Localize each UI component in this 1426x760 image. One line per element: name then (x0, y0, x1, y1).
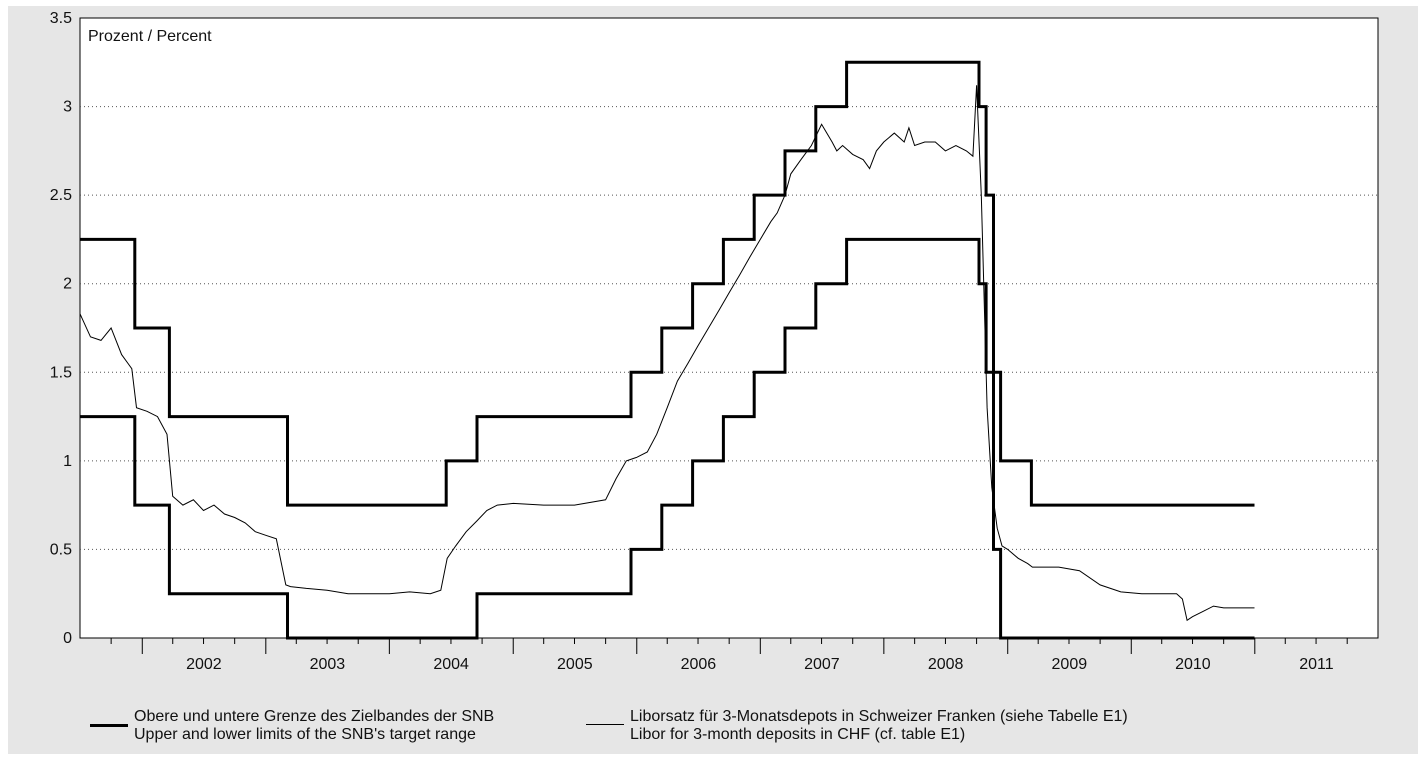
x-tick-label: 2008 (928, 656, 964, 673)
y-tick-label: 2 (63, 276, 72, 293)
y-tick-label: 3 (63, 99, 72, 116)
legend-text-libor-en: Libor for 3-month deposits in CHF (cf. t… (630, 726, 966, 743)
y-tick-label: 2.5 (50, 187, 72, 204)
x-tick-label: 2006 (681, 656, 717, 673)
x-tick-label: 2010 (1175, 656, 1211, 673)
y-axis-label: Prozent / Percent (88, 28, 212, 45)
legend-swatch-thick (90, 724, 128, 727)
plot-area (79, 17, 1379, 639)
x-tick-label: 2007 (804, 656, 840, 673)
legend-text-band-en: Upper and lower limits of the SNB's targ… (134, 726, 476, 743)
x-tick-label: 2009 (1052, 656, 1088, 673)
legend-swatch-thin (586, 724, 624, 725)
legend-text-libor-de: Liborsatz für 3-Monatsdepots in Schweize… (630, 708, 1128, 725)
series-libor (79, 85, 1255, 622)
chart-plot: 0 0.5 1 1.5 2 2.5 3 3.5 2002 2003 2004 2005 2006 2007… (50, 10, 1379, 673)
y-tick-label: 1.5 (50, 364, 72, 381)
chart-panel: 0 0.5 1 1.5 2 2.5 3 3.5 2002 2003 2004 2005 2006 2007… (8, 6, 1418, 754)
y-tick-label: 3.5 (50, 10, 72, 27)
x-tick-label: 2003 (310, 656, 346, 673)
x-tick-label: 2004 (433, 656, 469, 673)
y-tick-label: 0 (63, 630, 72, 647)
x-tick-label: 2002 (186, 656, 222, 673)
x-tick-label: 2011 (1299, 656, 1334, 673)
y-tick-label: 0.5 (50, 541, 72, 558)
legend-text-band-de: Obere und untere Grenze des Zielbandes d… (134, 708, 495, 725)
x-tick-label: 2005 (557, 656, 593, 673)
series-target-upper (80, 60, 1255, 507)
y-tick-label: 1 (63, 453, 72, 470)
